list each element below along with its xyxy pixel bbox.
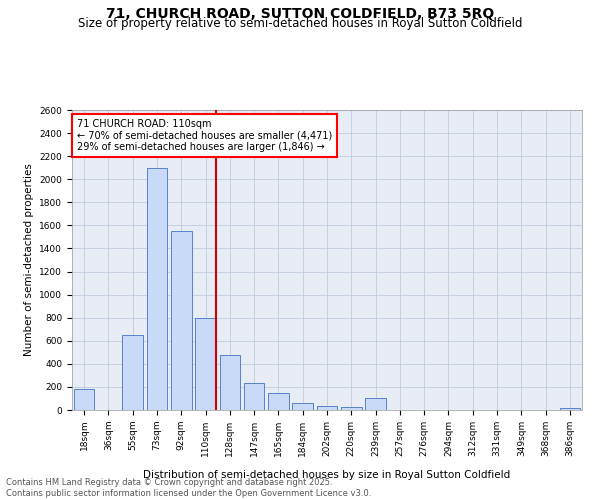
Bar bbox=[365, 398, 386, 410]
Bar bbox=[268, 392, 289, 410]
Bar bbox=[317, 406, 337, 410]
Text: 71 CHURCH ROAD: 110sqm
← 70% of semi-detached houses are smaller (4,471)
29% of : 71 CHURCH ROAD: 110sqm ← 70% of semi-det… bbox=[77, 119, 332, 152]
Y-axis label: Number of semi-detached properties: Number of semi-detached properties bbox=[24, 164, 34, 356]
Text: Contains HM Land Registry data © Crown copyright and database right 2025.
Contai: Contains HM Land Registry data © Crown c… bbox=[6, 478, 371, 498]
Bar bbox=[292, 403, 313, 410]
Bar bbox=[171, 231, 191, 410]
Bar bbox=[560, 408, 580, 410]
Text: Size of property relative to semi-detached houses in Royal Sutton Coldfield: Size of property relative to semi-detach… bbox=[78, 18, 522, 30]
Bar bbox=[74, 389, 94, 410]
Bar bbox=[122, 335, 143, 410]
Bar bbox=[195, 318, 216, 410]
Text: 71, CHURCH ROAD, SUTTON COLDFIELD, B73 5RQ: 71, CHURCH ROAD, SUTTON COLDFIELD, B73 5… bbox=[106, 8, 494, 22]
Bar bbox=[146, 168, 167, 410]
Bar bbox=[341, 407, 362, 410]
Bar bbox=[244, 384, 265, 410]
Bar bbox=[220, 354, 240, 410]
Text: Distribution of semi-detached houses by size in Royal Sutton Coldfield: Distribution of semi-detached houses by … bbox=[143, 470, 511, 480]
